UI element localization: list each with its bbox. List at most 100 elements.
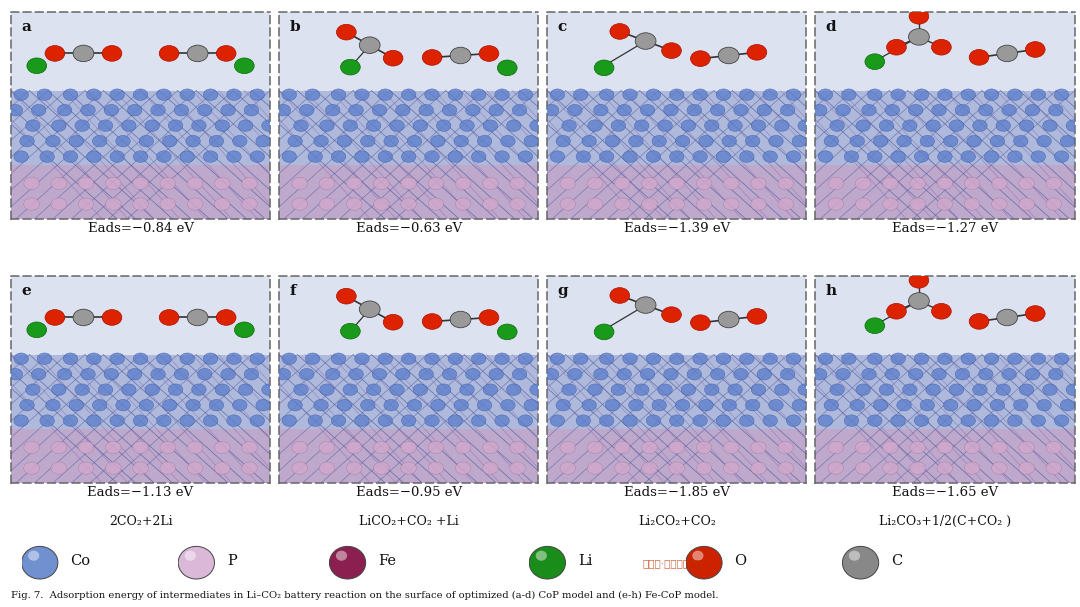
Circle shape [1020, 384, 1034, 396]
Circle shape [1018, 462, 1035, 474]
Circle shape [556, 399, 570, 411]
Circle shape [1054, 353, 1069, 365]
Circle shape [879, 120, 894, 132]
Circle shape [1047, 177, 1062, 189]
Circle shape [495, 415, 510, 427]
Bar [815, 429, 1075, 483]
Circle shape [187, 441, 203, 453]
Circle shape [483, 198, 498, 210]
Circle shape [932, 368, 946, 380]
Circle shape [915, 415, 929, 427]
Circle shape [828, 177, 843, 189]
Circle shape [14, 151, 28, 163]
Circle shape [536, 551, 546, 561]
Circle shape [885, 368, 900, 380]
Circle shape [1037, 399, 1051, 411]
Circle shape [75, 120, 90, 132]
Circle shape [855, 120, 870, 132]
Circle shape [670, 353, 684, 365]
Circle shape [550, 151, 565, 163]
Text: C: C [891, 554, 902, 569]
Circle shape [1008, 415, 1022, 427]
Circle shape [855, 198, 870, 210]
Circle shape [778, 462, 794, 474]
Circle shape [419, 368, 433, 380]
Circle shape [1025, 368, 1040, 380]
Circle shape [347, 462, 362, 474]
Circle shape [401, 177, 417, 189]
Circle shape [663, 104, 678, 116]
Circle shape [239, 120, 253, 132]
Circle shape [232, 399, 247, 411]
Bar [279, 354, 538, 483]
Circle shape [699, 135, 713, 147]
Circle shape [40, 151, 54, 163]
Circle shape [752, 384, 766, 396]
Circle shape [401, 462, 417, 474]
Circle shape [908, 104, 923, 116]
Circle shape [191, 120, 206, 132]
Circle shape [234, 322, 254, 337]
Circle shape [110, 151, 124, 163]
Circle shape [798, 384, 812, 396]
Circle shape [191, 384, 206, 396]
Circle shape [997, 45, 1017, 62]
Circle shape [762, 353, 778, 365]
Circle shape [186, 399, 201, 411]
Circle shape [582, 135, 596, 147]
Circle shape [891, 353, 905, 365]
Bar [546, 90, 807, 219]
Circle shape [524, 135, 539, 147]
Circle shape [292, 177, 308, 189]
Circle shape [215, 177, 230, 189]
Circle shape [336, 551, 347, 561]
Circle shape [294, 384, 308, 396]
Circle shape [686, 546, 723, 579]
Circle shape [227, 353, 241, 365]
Circle shape [507, 384, 521, 396]
Circle shape [73, 45, 94, 62]
Circle shape [969, 50, 989, 65]
Circle shape [186, 135, 201, 147]
Circle shape [874, 399, 888, 411]
Circle shape [483, 441, 498, 453]
Circle shape [306, 353, 320, 365]
Circle shape [745, 399, 760, 411]
Circle shape [762, 151, 778, 163]
Circle shape [944, 135, 958, 147]
Circle shape [14, 353, 28, 365]
Circle shape [891, 89, 905, 101]
Circle shape [512, 368, 527, 380]
Circle shape [292, 462, 308, 474]
Circle shape [337, 288, 356, 304]
Circle shape [436, 120, 451, 132]
Circle shape [518, 151, 532, 163]
Circle shape [347, 441, 362, 453]
Circle shape [133, 462, 148, 474]
Circle shape [480, 46, 499, 61]
Circle shape [276, 104, 291, 116]
Circle shape [187, 177, 203, 189]
Circle shape [349, 368, 363, 380]
Circle shape [501, 135, 515, 147]
Bar [11, 165, 270, 219]
Circle shape [617, 104, 632, 116]
Circle shape [472, 415, 486, 427]
Circle shape [216, 310, 237, 325]
Circle shape [314, 399, 328, 411]
Text: b: b [289, 21, 300, 35]
Circle shape [693, 353, 707, 365]
Circle shape [716, 89, 731, 101]
Circle shape [203, 89, 218, 101]
Circle shape [769, 399, 783, 411]
Circle shape [594, 104, 608, 116]
Circle shape [1061, 399, 1075, 411]
Text: Li₂CO₃+1/2(C+CO₂ ): Li₂CO₃+1/2(C+CO₂ ) [879, 515, 1011, 527]
Text: 公众号·金属能源电池: 公众号·金属能源电池 [643, 558, 702, 568]
Circle shape [1066, 120, 1080, 132]
Circle shape [984, 415, 999, 427]
Circle shape [1054, 151, 1069, 163]
Circle shape [699, 399, 713, 411]
Circle shape [431, 399, 445, 411]
Circle shape [562, 120, 577, 132]
